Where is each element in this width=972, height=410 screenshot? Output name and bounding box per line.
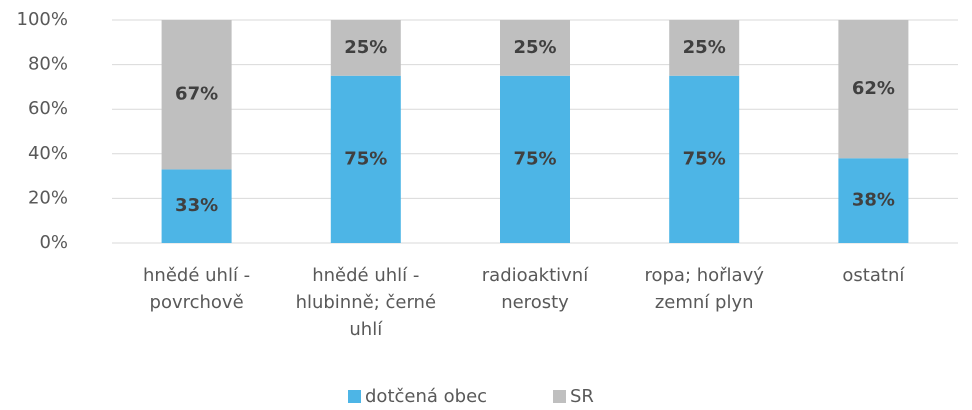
bar-segment bbox=[838, 158, 909, 243]
value-label: 25% bbox=[513, 37, 556, 58]
value-label: 75% bbox=[513, 148, 556, 169]
bar-segment bbox=[838, 20, 909, 159]
legend-item: dotčená obec bbox=[348, 386, 487, 407]
bar-segment bbox=[330, 20, 401, 76]
legend-label: SR bbox=[570, 386, 594, 407]
value-label: 25% bbox=[344, 37, 387, 58]
x-tick-label: ropa; hořlavý zemní plyn bbox=[644, 265, 764, 313]
value-label: 67% bbox=[175, 84, 218, 105]
value-label: 62% bbox=[852, 78, 895, 99]
bar-segment bbox=[500, 20, 570, 76]
y-tick-label: 40% bbox=[28, 143, 68, 164]
value-label: 75% bbox=[344, 148, 387, 169]
value-label: 38% bbox=[852, 190, 895, 211]
bar-segment bbox=[669, 20, 740, 76]
bar-segment bbox=[330, 75, 401, 243]
bar-segment bbox=[669, 75, 740, 243]
bar-segment bbox=[161, 169, 232, 243]
y-tick-label: 100% bbox=[17, 9, 68, 30]
y-tick-label: 80% bbox=[28, 54, 68, 75]
legend-swatch bbox=[348, 390, 361, 403]
legend-item: SR bbox=[553, 386, 594, 407]
legend-label: dotčená obec bbox=[365, 386, 488, 407]
value-label: 25% bbox=[683, 37, 726, 58]
y-tick-label: 60% bbox=[28, 98, 68, 119]
value-label: 75% bbox=[683, 148, 726, 169]
x-tick-label: hnědé uhlí - povrchově bbox=[143, 265, 251, 313]
bar-segment bbox=[500, 75, 570, 243]
x-tick-label: hnědé uhlí - hlubinně; černé uhlí bbox=[295, 265, 437, 340]
value-label: 33% bbox=[175, 195, 218, 216]
x-tick-label: radioaktivní nerosty bbox=[481, 265, 589, 313]
legend-swatch bbox=[553, 390, 566, 403]
x-tick-label: ostatní bbox=[842, 265, 905, 286]
y-tick-label: 0% bbox=[39, 232, 68, 253]
y-tick-label: 20% bbox=[28, 187, 68, 208]
bar-segment bbox=[161, 20, 232, 170]
